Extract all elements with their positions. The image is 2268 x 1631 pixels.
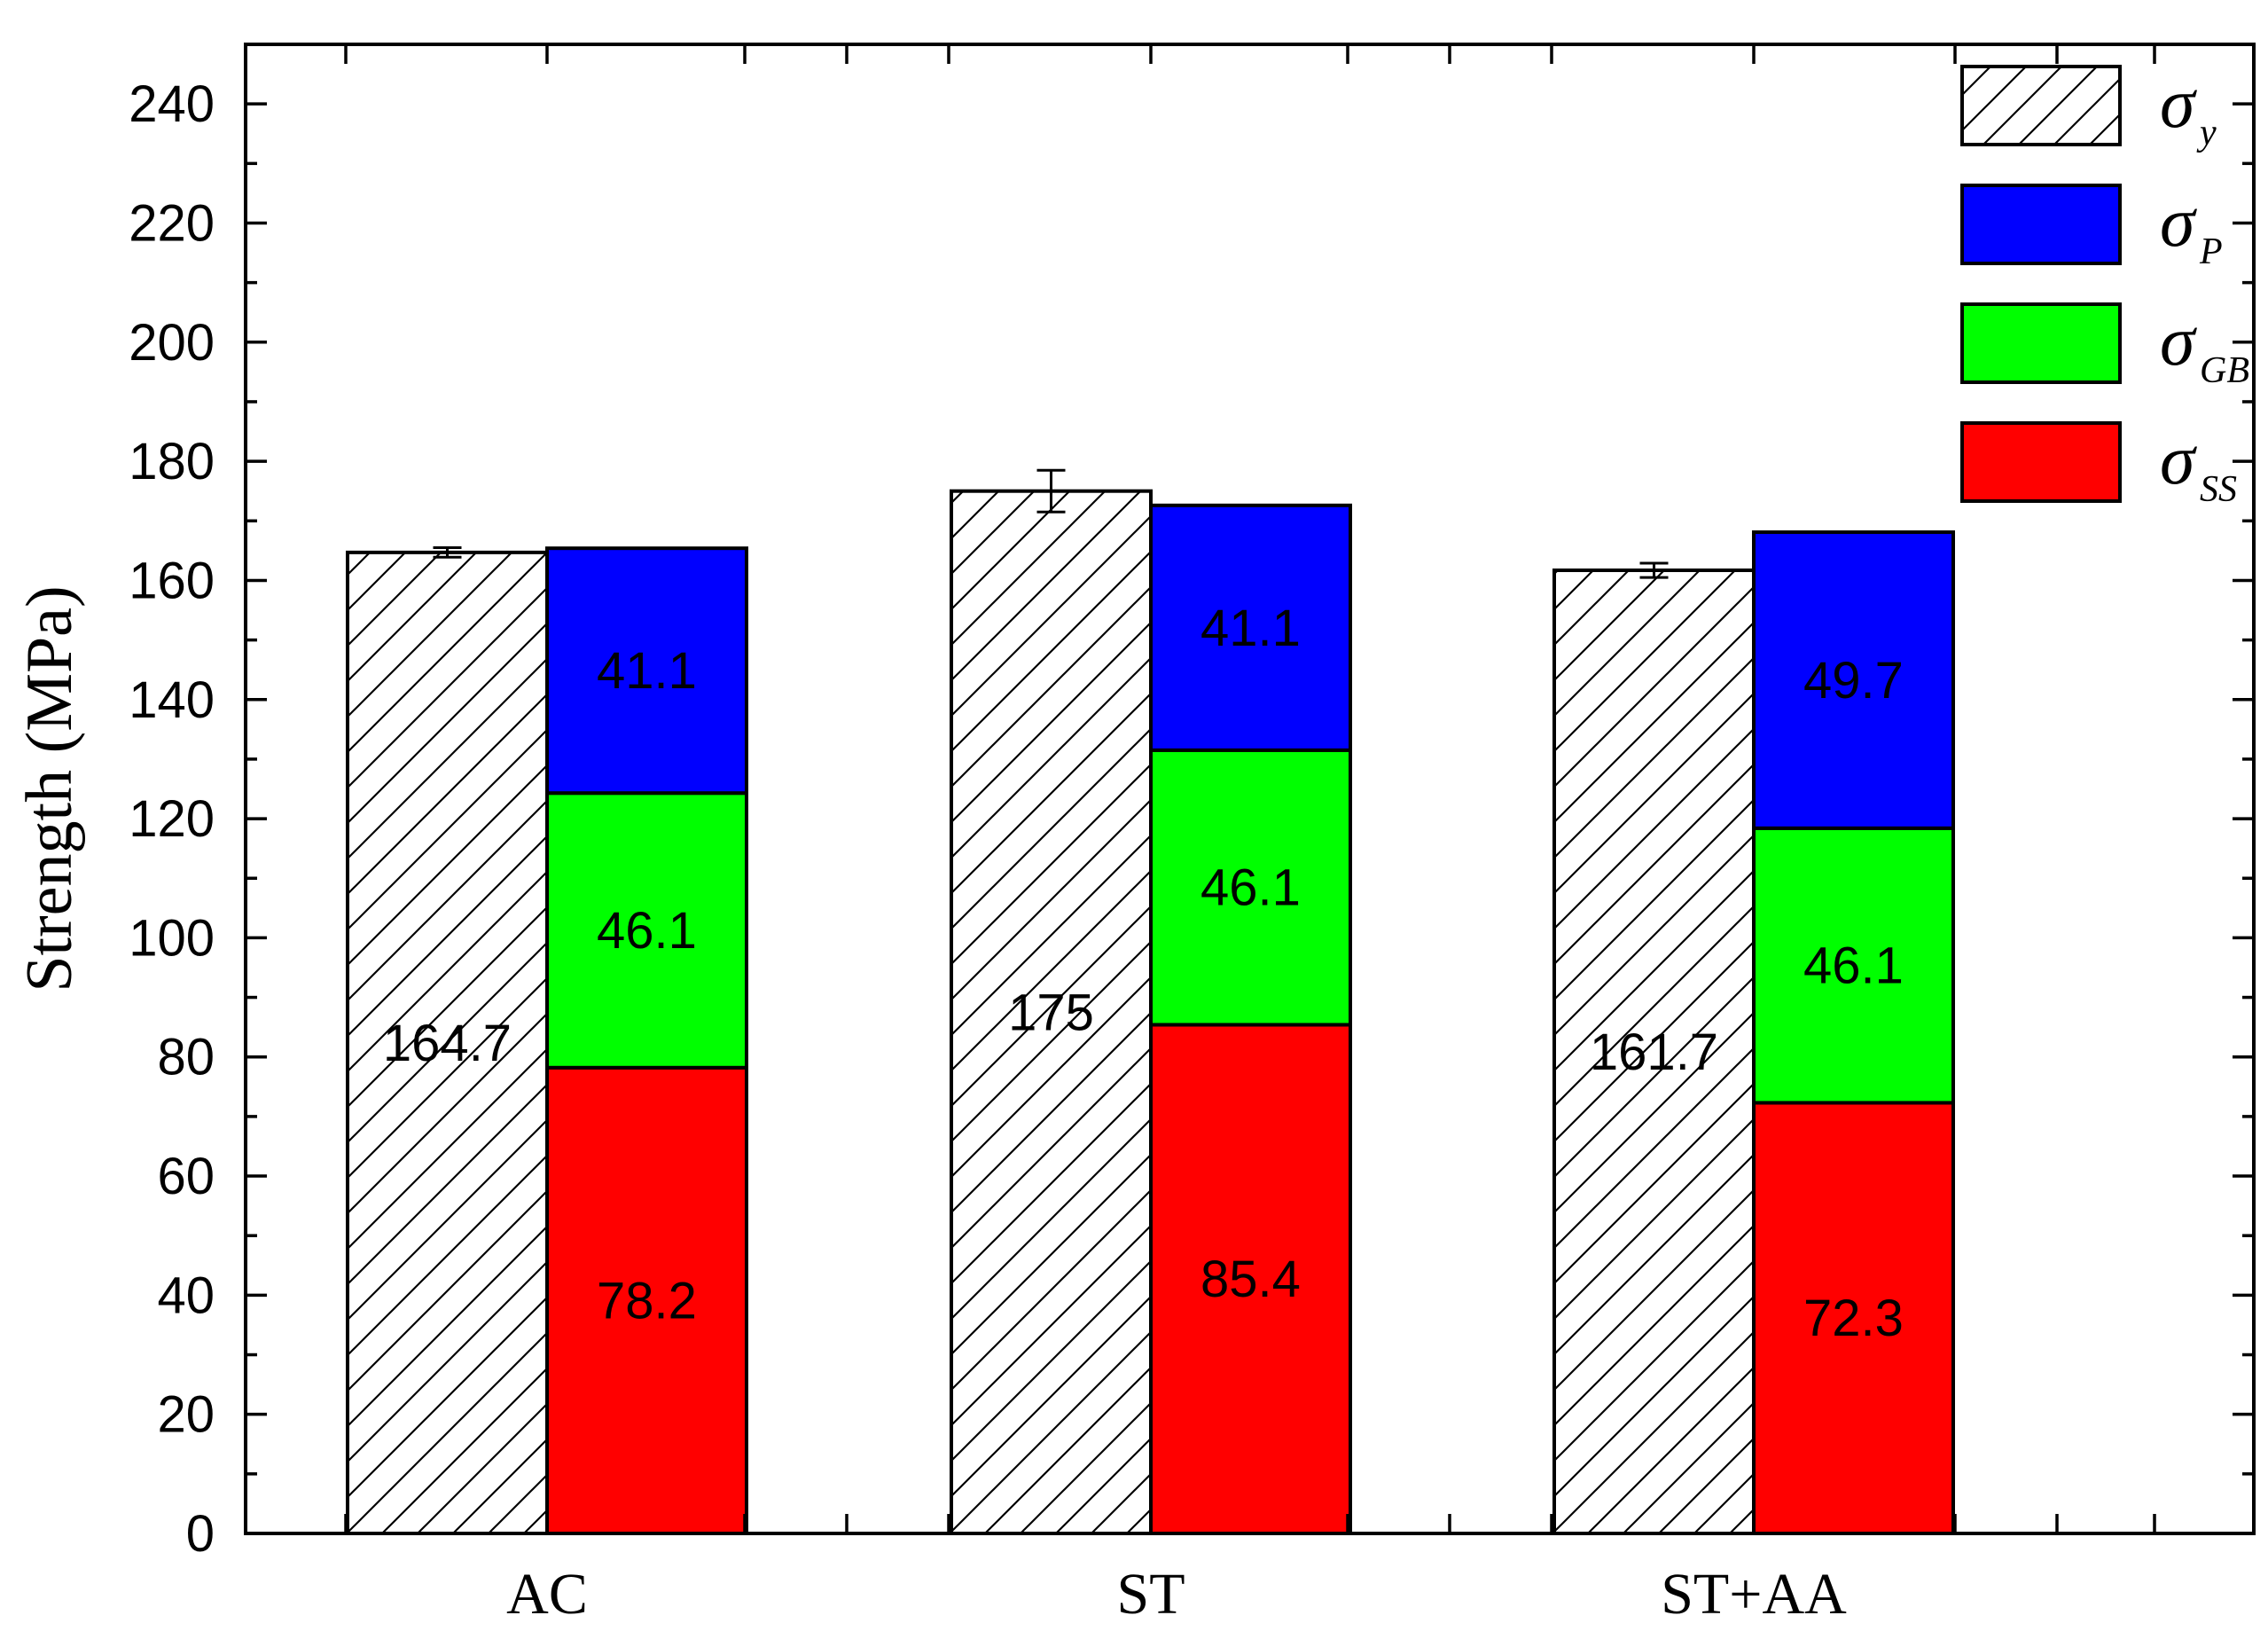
data-label-sigma-y: 175 — [1008, 984, 1094, 1041]
y-tick-label: 180 — [129, 433, 215, 490]
data-label-gb: 46.1 — [1200, 859, 1301, 917]
bar-segment-gb — [1149, 748, 1352, 1027]
data-label-gb: 46.1 — [1803, 937, 1904, 995]
legend-label-p: σ — [2160, 184, 2197, 262]
legend-swatch-ss — [1960, 421, 2122, 503]
y-axis-label: Strength (MPa) — [13, 585, 86, 992]
data-label-sigma-y: 164.7 — [383, 1015, 512, 1072]
data-label-gb: 46.1 — [597, 902, 697, 960]
x-tick-label: ST+AA — [1661, 1562, 1847, 1627]
y-tick-label: 240 — [129, 75, 215, 133]
plot-frame — [244, 43, 2256, 1535]
x-tick-label: AC — [506, 1562, 588, 1627]
y-tick-label: 160 — [129, 552, 215, 609]
y-tick-label: 100 — [129, 909, 215, 967]
data-label-p: 41.1 — [1200, 600, 1301, 657]
legend-swatch-gb — [1960, 302, 2122, 384]
legend-subscript-p: P — [2199, 231, 2223, 272]
bar-segment-p — [1752, 530, 1955, 830]
bar-sigma-y — [346, 550, 549, 1536]
bar-segment-ss — [1752, 1101, 1955, 1536]
y-tick-label: 120 — [129, 790, 215, 848]
data-label-sigma-y: 161.7 — [1590, 1023, 1718, 1081]
bars-layer — [346, 468, 1955, 1536]
legend-swatch-y — [1960, 65, 2122, 146]
legend-subscript-ss: SS — [2200, 469, 2237, 510]
y-axis: 0 20 40 60 80 100 120 140 160 180 200 220 240 — [129, 43, 2254, 1563]
y-tick-label: 40 — [157, 1266, 215, 1324]
y-tick-label: 80 — [157, 1029, 215, 1086]
data-label-p: 49.7 — [1803, 652, 1904, 710]
data-label-ss: 78.2 — [597, 1272, 697, 1329]
legend-subscript-gb: GB — [2200, 350, 2249, 391]
bar-segment-p — [545, 546, 748, 796]
legend-label-y: σ — [2160, 65, 2197, 143]
data-label-ss: 72.3 — [1803, 1290, 1904, 1347]
data-labels-layer: 164.7 78.2 46.1 41.1 175 85.4 46.1 41.1 161.7 72.… — [383, 600, 1904, 1347]
bar-segment-p — [1149, 503, 1352, 752]
legend-label-gb: σ — [2160, 302, 2197, 380]
x-axis: AC ST ST+AA — [344, 44, 2156, 1627]
data-label-ss: 85.4 — [1200, 1251, 1301, 1308]
x-tick-label: ST — [1116, 1562, 1185, 1627]
bar-segment-gb — [545, 791, 748, 1070]
bar-segment-ss — [1149, 1023, 1352, 1535]
y-tick-label: 200 — [129, 314, 215, 372]
legend-label-ss: σ — [2160, 421, 2197, 499]
legend-swatch-p — [1960, 184, 2122, 265]
data-label-p: 41.1 — [597, 642, 697, 700]
y-tick-label: 20 — [157, 1386, 215, 1444]
y-tick-label: 0 — [186, 1505, 215, 1563]
y-tick-label: 60 — [157, 1148, 215, 1205]
legend: σ yσ Pσ GBσ SS — [1960, 65, 2249, 510]
y-tick-label: 220 — [129, 194, 215, 252]
y-tick-label: 140 — [129, 671, 215, 729]
legend-subscript-y: y — [2196, 113, 2217, 153]
